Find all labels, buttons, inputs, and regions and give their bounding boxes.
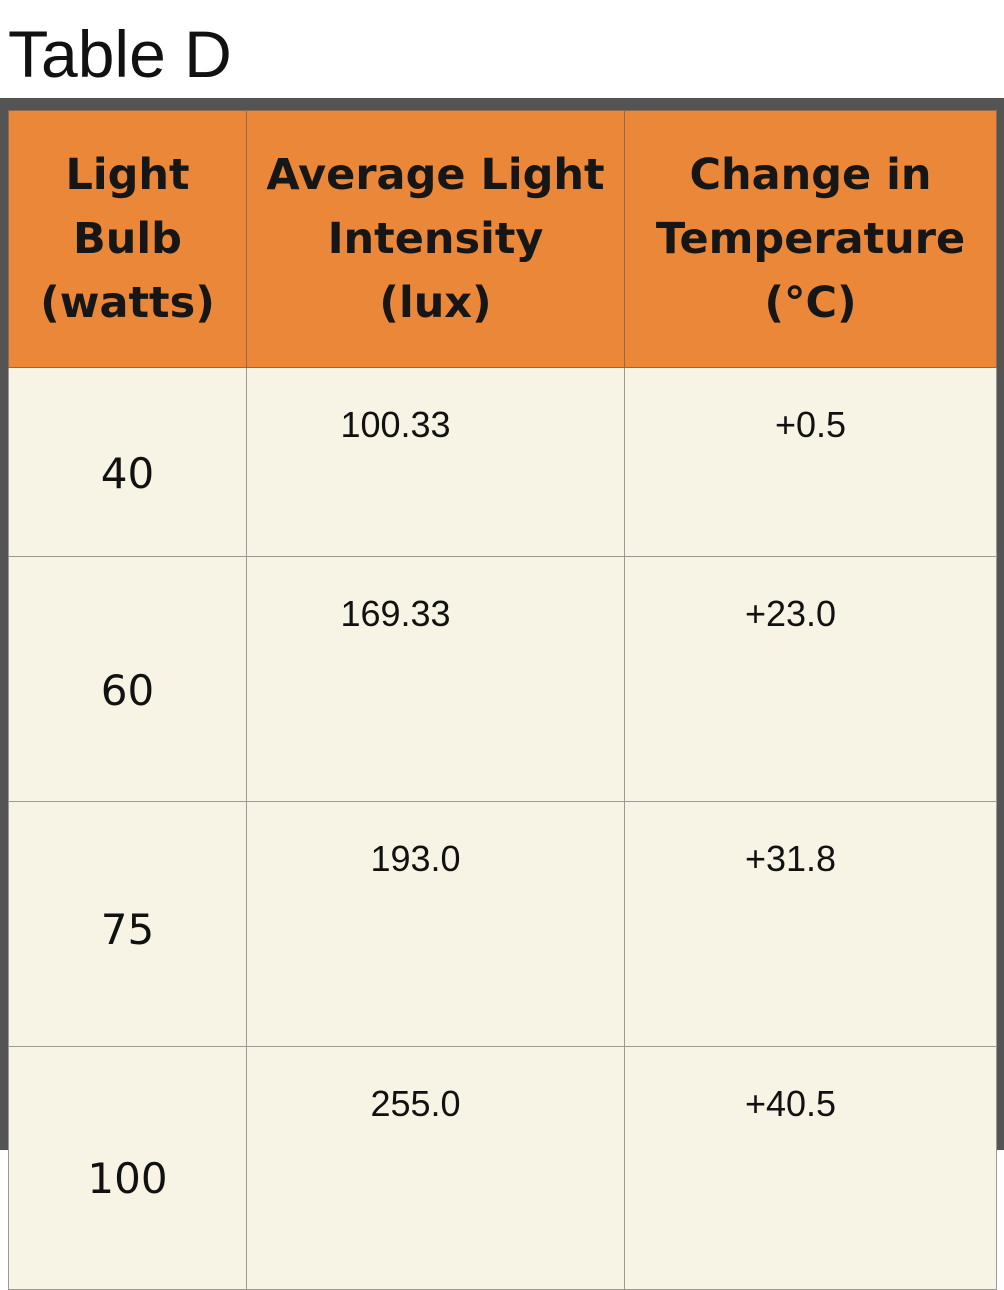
cell-light-intensity: 255.0 [246,1046,625,1290]
cell-temperature-change: +40.5 [624,1046,997,1290]
cell-temperature-change: +23.0 [624,556,997,802]
table-row: 75 193.0 +31.8 [8,801,997,1047]
table-row: 40 100.33 +0.5 [8,367,997,557]
cell-watts: 100 [8,1046,247,1290]
cell-light-intensity: 193.0 [246,801,625,1047]
cell-temperature-change: +31.8 [624,801,997,1047]
header-row: Light Bulb (watts) Average Light Intensi… [8,110,997,368]
header-average-light-intensity: Average Light Intensity (lux) [246,110,625,368]
table-caption: Table D [8,17,232,91]
table-row: 60 169.33 +23.0 [8,556,997,802]
data-table: Light Bulb (watts) Average Light Intensi… [8,110,997,1290]
table-row: 100 255.0 +40.5 [8,1046,997,1290]
cell-watts: 40 [8,367,247,557]
cell-temperature-change: +0.5 [624,367,997,557]
header-change-in-temperature: Change in Temperature (°C) [624,110,997,368]
cell-light-intensity: 169.33 [246,556,625,802]
table-frame: Light Bulb (watts) Average Light Intensi… [0,98,1004,1290]
header-light-bulb-watts: Light Bulb (watts) [8,110,247,368]
cell-watts: 75 [8,801,247,1047]
cell-light-intensity: 100.33 [246,367,625,557]
cell-watts: 60 [8,556,247,802]
